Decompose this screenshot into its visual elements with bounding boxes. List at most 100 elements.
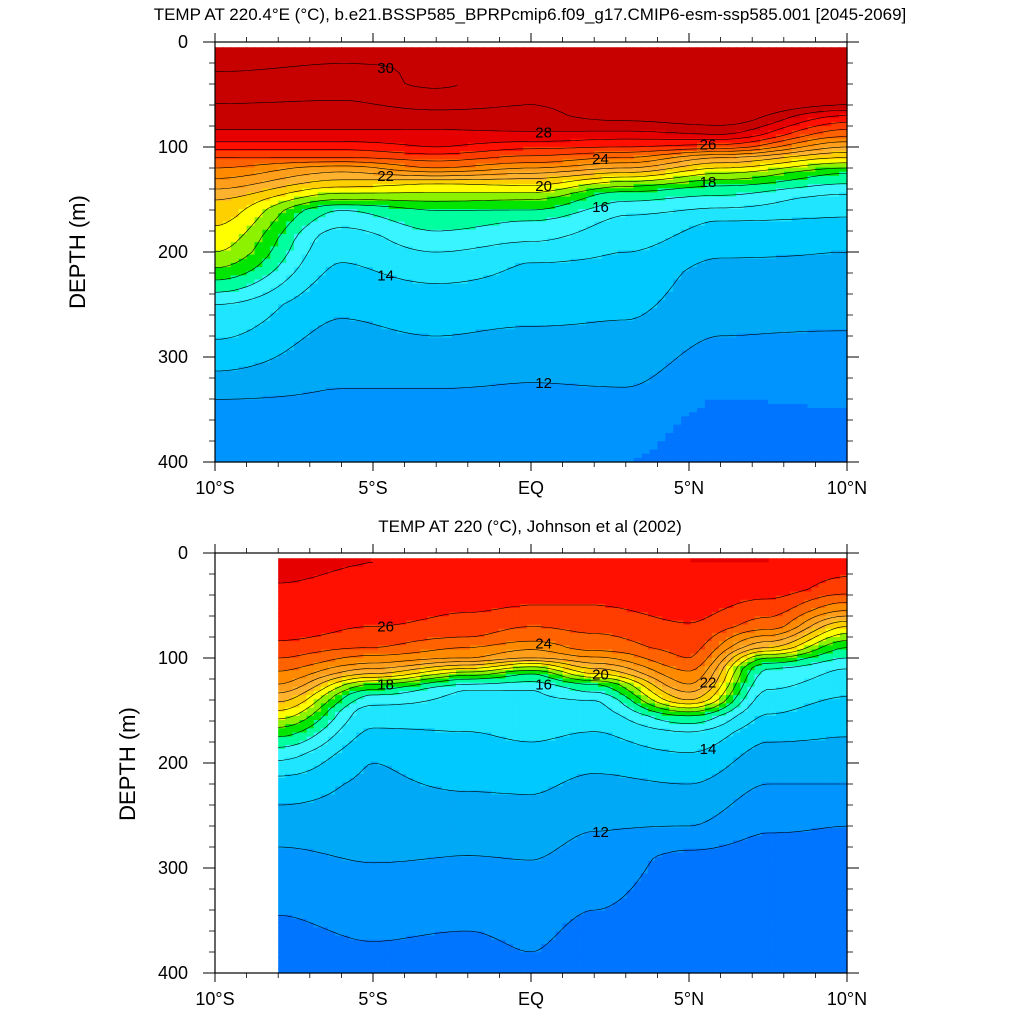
contour-cell — [286, 287, 295, 293]
contour-cell — [254, 304, 263, 310]
contour-cell — [420, 101, 429, 106]
contour-cell — [570, 188, 579, 194]
contour-cell — [341, 391, 350, 397]
contour-cell — [436, 213, 445, 218]
contour-cell — [341, 200, 350, 206]
contour-cell — [286, 184, 295, 189]
contour-cell — [562, 196, 572, 202]
contour-cell — [262, 308, 271, 314]
contour-cell — [262, 391, 271, 397]
contour-cell — [365, 47, 374, 52]
contour-cell — [349, 408, 358, 413]
contour-cell — [428, 55, 437, 61]
contour-cell — [562, 72, 572, 77]
contour-cell — [341, 196, 350, 202]
contour-cell — [380, 47, 390, 52]
contour-cell — [262, 51, 271, 57]
contour-cell — [309, 134, 319, 140]
contour-cell — [301, 333, 311, 339]
contour-cell — [594, 437, 603, 442]
contour-cell — [523, 449, 532, 455]
contour-cell — [365, 445, 374, 451]
contour-cell — [538, 457, 548, 463]
contour-cell — [270, 379, 279, 384]
contour-cell — [317, 209, 327, 214]
contour-cell — [396, 453, 406, 459]
contour-cell — [246, 204, 256, 210]
contour-cell — [499, 262, 508, 268]
contour-cell — [452, 287, 461, 293]
contour-cell — [459, 250, 469, 256]
contour-cell — [325, 304, 335, 310]
contour-cell — [507, 175, 516, 181]
contour-cell — [230, 258, 240, 264]
contour-cell — [444, 192, 453, 198]
contour-cell — [507, 204, 516, 210]
contour-cell — [412, 97, 421, 102]
contour-cell — [436, 171, 445, 177]
contour-cell — [562, 457, 572, 463]
contour-cell — [388, 229, 398, 235]
contour-cell — [459, 138, 469, 144]
contour-cell — [341, 109, 350, 115]
contour-cell — [365, 258, 374, 264]
contour-cell — [365, 283, 374, 289]
contour-cell — [301, 437, 311, 442]
contour-cell — [294, 209, 303, 214]
contour-cell — [373, 345, 382, 351]
contour-cell — [238, 279, 248, 285]
contour-cell — [357, 424, 366, 430]
contour-cell — [586, 416, 595, 422]
contour-cell — [578, 399, 587, 405]
contour-cell — [215, 138, 224, 144]
contour-cell — [412, 204, 421, 210]
contour-cell — [436, 130, 445, 135]
contour-cell — [404, 445, 414, 451]
contour-cell — [404, 117, 414, 123]
contour-cell — [270, 325, 279, 330]
contour-cell — [246, 72, 256, 77]
contour-cell — [412, 424, 421, 430]
contour-cell — [254, 188, 263, 194]
contour-cell — [246, 312, 256, 318]
contour-cell — [246, 271, 256, 276]
contour-cell — [554, 399, 564, 405]
contour-cell — [333, 254, 342, 260]
contour-cell — [254, 72, 263, 77]
contour-cell — [586, 167, 595, 173]
contour-cell — [286, 138, 295, 144]
contour-cell — [333, 250, 342, 256]
contour-cell — [578, 374, 587, 380]
contour-cell — [286, 354, 295, 359]
contour-cell — [357, 229, 366, 235]
contour-cell — [444, 358, 453, 364]
contour-cell — [238, 366, 248, 372]
contour-cell — [594, 283, 603, 289]
contour-cell — [499, 379, 508, 384]
contour-cell — [444, 117, 453, 123]
contour-cell — [546, 221, 556, 227]
contour-cell — [444, 362, 453, 368]
contour-cell — [436, 167, 445, 173]
contour-cell — [373, 246, 382, 252]
contour-cell — [357, 188, 366, 194]
contour-cell — [309, 221, 319, 227]
contour-cell — [412, 312, 421, 318]
contour-cell — [578, 200, 587, 206]
contour-cell — [270, 142, 279, 148]
contour-cell — [270, 167, 279, 173]
panel-title: TEMP AT 220.4°E (°C), b.e21.BSSP585_BPRP… — [154, 5, 907, 24]
contour-cell — [570, 51, 579, 57]
contour-cell — [230, 424, 240, 430]
contour-cell — [215, 341, 224, 347]
contour-cell — [444, 308, 453, 314]
contour-cell — [380, 97, 390, 102]
contour-cell — [570, 63, 579, 69]
contour-cell — [412, 395, 421, 401]
contour-cell — [491, 416, 500, 422]
contour-cell — [586, 316, 595, 322]
contour-cell — [483, 379, 493, 384]
contour-cell — [412, 275, 421, 281]
contour-cell — [491, 262, 500, 268]
contour-cell — [586, 55, 595, 61]
